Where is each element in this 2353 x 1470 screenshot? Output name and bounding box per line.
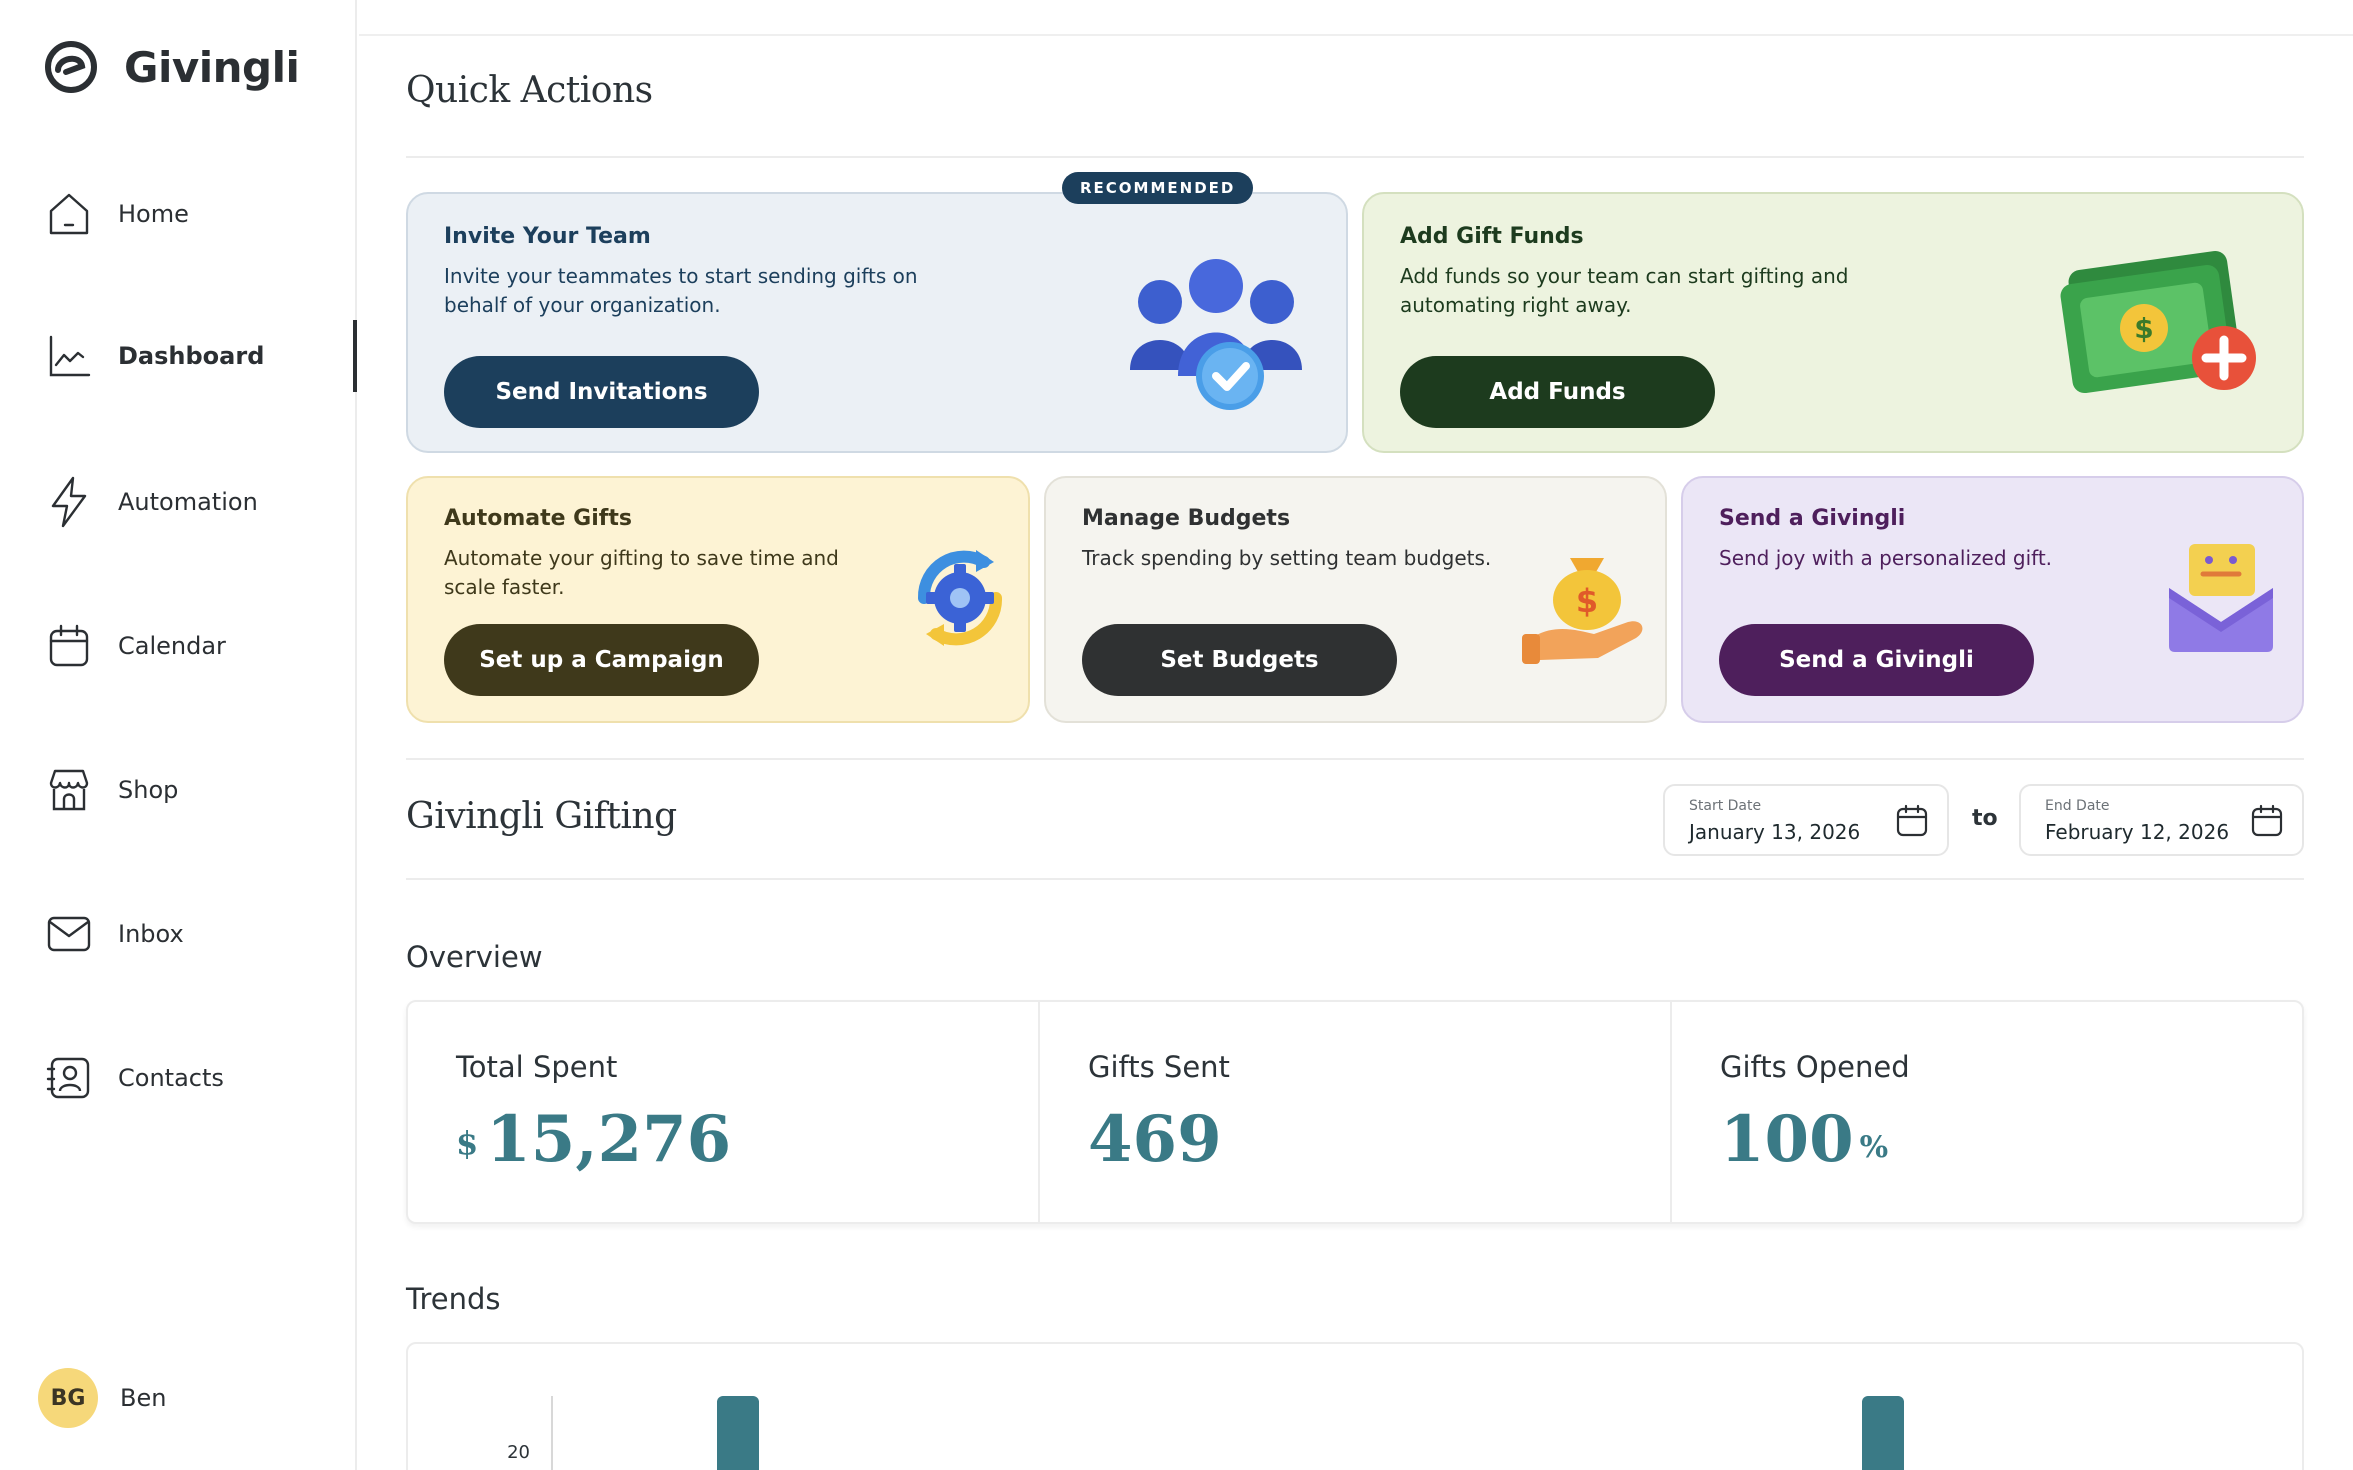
sidebar: Givingli Home Dashboard Automation Calen… [0, 0, 357, 1470]
set-budgets-button[interactable]: Set Budgets [1082, 624, 1397, 696]
stat-value: 100 % [1720, 1102, 1888, 1177]
user-profile[interactable]: BG Ben [38, 1368, 166, 1428]
sidebar-item-label: Dashboard [118, 342, 265, 370]
send-a-givingli-button[interactable]: Send a Givingli [1719, 624, 2034, 696]
calendar-icon [46, 623, 92, 669]
card-description: Invite your teammates to start sending g… [444, 264, 918, 317]
sidebar-item-label: Shop [118, 776, 179, 804]
givingli-logo-icon [45, 41, 97, 93]
automation-gear-icon [917, 550, 1003, 646]
sidebar-item-label: Contacts [118, 1064, 224, 1092]
stat-label: Gifts Opened [1720, 1050, 1910, 1084]
end-date-field[interactable]: End Date February 12, 2026 [2019, 784, 2304, 856]
sidebar-item-label: Home [118, 200, 189, 228]
givingli-gifting-title: Givingli Gifting [406, 796, 677, 837]
stat-gifts-sent: Gifts Sent 469 [1040, 1002, 1672, 1222]
stat-total-spent: Total Spent $ 15,276 [408, 1002, 1040, 1222]
sidebar-item-home[interactable]: Home [0, 174, 357, 254]
card-description: Track spending by setting team budgets. [1082, 546, 1492, 570]
stat-label: Gifts Sent [1088, 1050, 1230, 1084]
stat-number: 100 [1720, 1102, 1854, 1177]
trend-bar [717, 1396, 759, 1470]
home-icon [46, 191, 92, 237]
send-invitations-button[interactable]: Send Invitations [444, 356, 759, 428]
trends-chart: 20 [406, 1342, 2304, 1470]
trends-chart-svg: 20 [507, 1396, 1904, 1470]
card-description: Send joy with a personalized gift. [1719, 546, 2053, 570]
send-givingli-card: Send a Givingli Send joy with a personal… [1681, 476, 2304, 723]
card-title: Send a Givingli [1719, 506, 1906, 531]
user-name: Ben [120, 1384, 167, 1412]
card-description: Add funds so your team can start gifting… [1400, 264, 1849, 317]
quick-actions-divider [406, 156, 2304, 158]
card-title: Invite Your Team [444, 224, 651, 249]
gifting-top-divider [406, 758, 2304, 760]
overview-stats: Total Spent $ 15,276 Gifts Sent 469 Gift… [406, 1000, 2304, 1224]
stat-number: 469 [1088, 1102, 1222, 1177]
stat-gifts-opened: Gifts Opened 100 % [1672, 1002, 2302, 1222]
money-plus-icon: $ [2060, 250, 2256, 394]
recommended-badge: RECOMMENDED [1062, 172, 1254, 204]
set-up-campaign-button[interactable]: Set up a Campaign [444, 624, 759, 696]
manage-budgets-card: Manage Budgets Track spending by setting… [1044, 476, 1667, 723]
lightning-icon [46, 476, 92, 528]
shop-icon [46, 767, 92, 813]
add-gift-funds-card: Add Gift Funds Add funds so your team ca… [1362, 192, 2304, 453]
sidebar-item-inbox[interactable]: Inbox [0, 894, 357, 974]
card-title: Add Gift Funds [1400, 224, 1584, 249]
end-date-label: End Date [2045, 798, 2110, 814]
stat-value: $ 15,276 [456, 1102, 731, 1177]
avatar: BG [38, 1368, 98, 1428]
calendar-icon[interactable] [1895, 804, 1929, 838]
stat-number: 15,276 [486, 1102, 732, 1177]
y-tick-label: 20 [507, 1442, 530, 1463]
sidebar-item-label: Calendar [118, 632, 226, 660]
sidebar-item-label: Automation [118, 488, 258, 516]
invite-team-card: Invite Your Team Invite your teammates t… [406, 192, 1348, 453]
overview-title: Overview [406, 940, 543, 974]
svg-text:$: $ [1576, 582, 1598, 620]
card-title: Manage Budgets [1082, 506, 1291, 531]
add-funds-button[interactable]: Add Funds [1400, 356, 1715, 428]
stat-suffix: % [1859, 1130, 1889, 1165]
card-description: Automate your gifting to save time and s… [444, 546, 839, 599]
money-bag-hand-icon: $ [1522, 558, 1643, 664]
brand-name: Givingli [124, 42, 300, 92]
sidebar-item-automation[interactable]: Automation [0, 462, 357, 542]
team-icon [1130, 259, 1302, 410]
brand[interactable]: Givingli [44, 40, 300, 94]
stat-value: 469 [1088, 1102, 1222, 1177]
mail-icon [46, 911, 92, 957]
quick-actions-title: Quick Actions [406, 70, 653, 111]
calendar-icon[interactable] [2250, 804, 2284, 838]
sidebar-item-label: Inbox [118, 920, 184, 948]
svg-text:$: $ [2134, 312, 2153, 345]
sidebar-item-dashboard[interactable]: Dashboard [0, 316, 357, 396]
sidebar-item-shop[interactable]: Shop [0, 750, 357, 830]
trend-bar [1862, 1396, 1904, 1470]
date-range-to-label: to [1972, 806, 1998, 831]
contacts-icon [46, 1055, 92, 1101]
automate-gifts-card: Automate Gifts Automate your gifting to … [406, 476, 1030, 723]
trends-title: Trends [406, 1282, 501, 1316]
gifting-bottom-divider [406, 878, 2304, 880]
start-date-label: Start Date [1689, 798, 1762, 814]
stat-prefix: $ [456, 1123, 479, 1162]
start-date-field[interactable]: Start Date January 13, 2026 [1663, 784, 1949, 856]
top-divider [359, 34, 2353, 36]
chart-icon [46, 333, 92, 379]
start-date-value: January 13, 2026 [1689, 820, 1861, 844]
sidebar-item-calendar[interactable]: Calendar [0, 606, 357, 686]
card-title: Automate Gifts [444, 506, 632, 531]
sidebar-item-contacts[interactable]: Contacts [0, 1038, 357, 1118]
envelope-card-icon [2169, 544, 2273, 652]
stat-label: Total Spent [456, 1050, 618, 1084]
end-date-value: February 12, 2026 [2045, 820, 2230, 844]
